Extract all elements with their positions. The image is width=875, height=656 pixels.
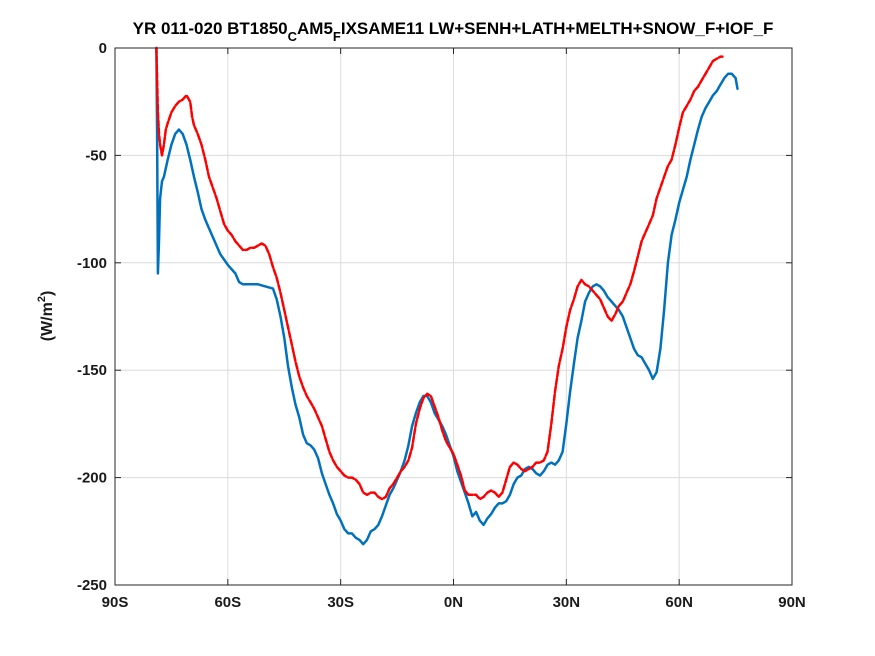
- x-tick-label: 90S: [102, 594, 129, 611]
- series-line-1: [155, 46, 739, 546]
- title-subscript-2: F: [333, 29, 341, 44]
- y-axis-label-superscript: 2: [36, 296, 48, 302]
- x-tick-label: 90N: [778, 594, 806, 611]
- x-tick-label: 60S: [214, 594, 241, 611]
- y-axis-label: (W/m2): [36, 291, 56, 342]
- y-tick-label: -50: [85, 147, 107, 164]
- title-mid: AM5: [297, 19, 333, 38]
- title-suffix: IXSAME11 LW+SENH+LATH+MELTH+SNOW_F+IOF_F: [341, 19, 773, 38]
- plot-lines: [155, 46, 739, 546]
- x-tick-label: 60N: [665, 594, 693, 611]
- y-tick-label: -100: [77, 255, 107, 272]
- series-line-2: [155, 46, 724, 501]
- x-tick-label: 30N: [553, 594, 581, 611]
- y-tick-label: -250: [77, 577, 107, 594]
- y-axis-label-main: (W/m: [39, 302, 56, 341]
- grid-lines: [115, 48, 792, 585]
- y-tick-label: -200: [77, 470, 107, 487]
- y-tick-label: 0: [99, 40, 107, 57]
- title-prefix: YR 011-020 BT1850: [133, 19, 288, 38]
- axis-ticks: 90S 60S 30S 0N 30N 60N 90N 0 -50 -100 -150 -200 -250: [77, 40, 806, 611]
- y-tick-label: -150: [77, 362, 107, 379]
- x-tick-label: 0N: [444, 594, 463, 611]
- x-tick-label: 30S: [327, 594, 354, 611]
- title-subscript-1: C: [288, 29, 298, 44]
- y-axis-label-close: ): [39, 291, 56, 296]
- chart-title: YR 011-020 BT1850CAM5FIXSAME11 LW+SENH+L…: [133, 19, 774, 44]
